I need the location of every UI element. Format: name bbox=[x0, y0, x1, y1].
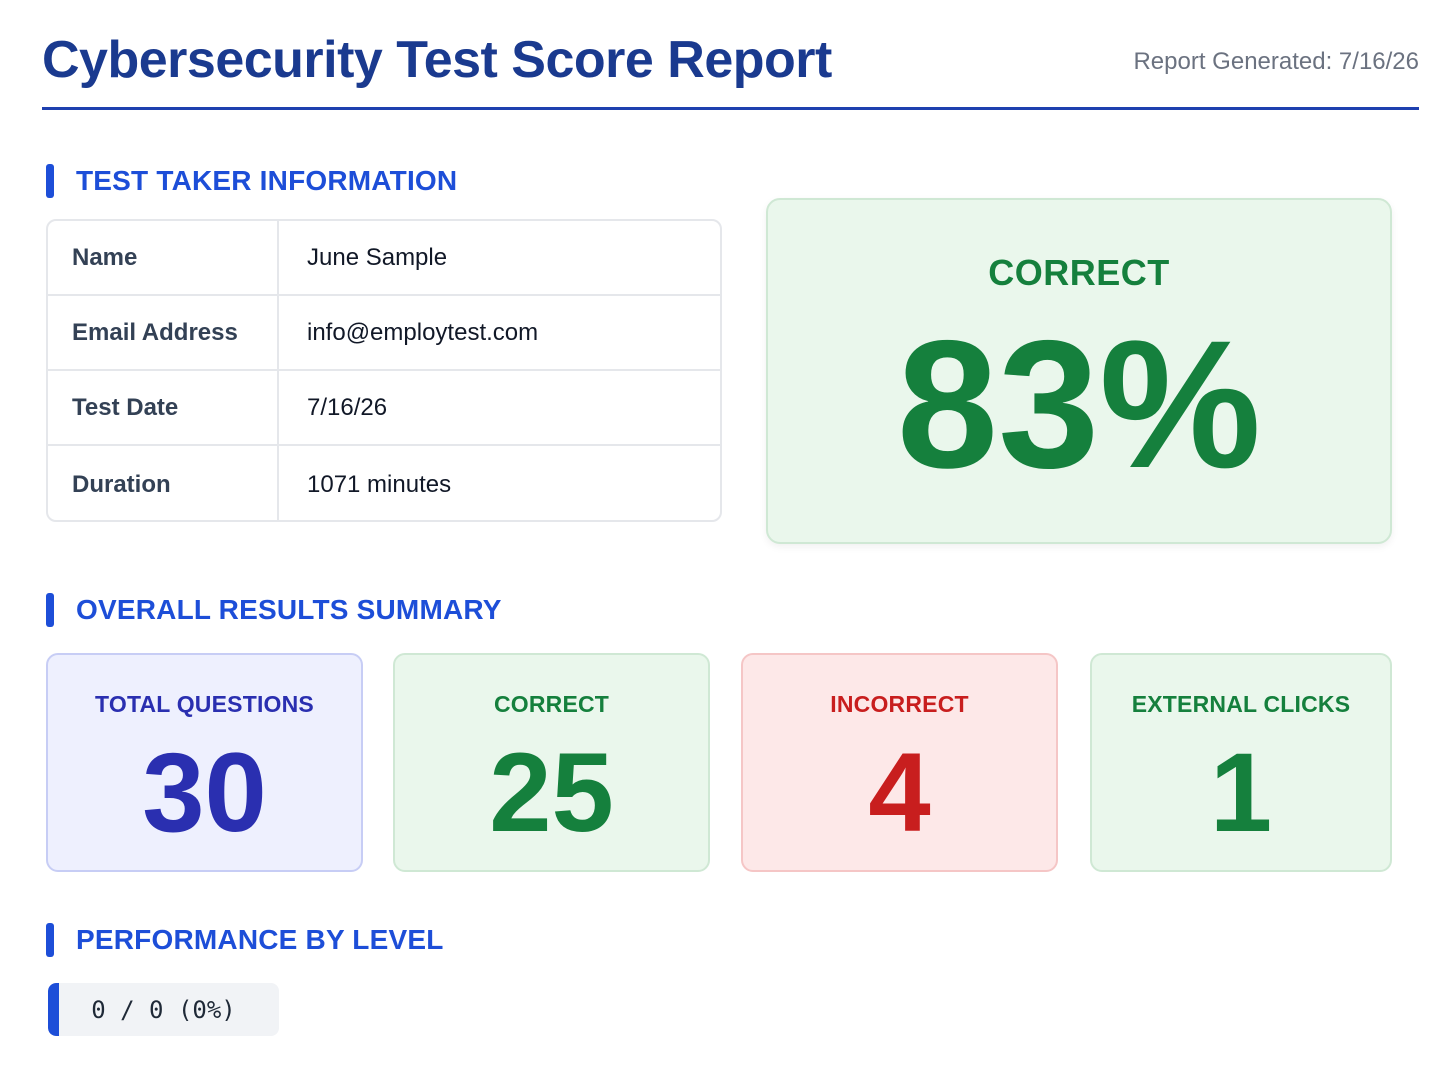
score-label: CORRECT bbox=[988, 252, 1170, 293]
stat-label-external-clicks: EXTERNAL CLICKS bbox=[1131, 691, 1351, 717]
score-percentage: 83% bbox=[896, 302, 1262, 506]
section-heading-performance: PERFORMANCE BY LEVEL bbox=[46, 923, 444, 957]
row-label-test-date: Test Date bbox=[48, 371, 279, 444]
section-accent-bar bbox=[46, 164, 54, 198]
row-label-email: Email Address bbox=[48, 296, 279, 369]
stat-card-external-clicks: EXTERNAL CLICKS 1 bbox=[1090, 653, 1392, 872]
section-title-overall: OVERALL RESULTS SUMMARY bbox=[76, 594, 502, 625]
stat-value-incorrect: 4 bbox=[868, 730, 931, 855]
stat-card-correct: CORRECT 25 bbox=[393, 653, 710, 872]
stat-label-correct: CORRECT bbox=[493, 691, 610, 717]
stat-card-incorrect: INCORRECT 4 bbox=[741, 653, 1058, 872]
section-accent-bar bbox=[46, 923, 54, 957]
row-value-test-date: 7/16/26 bbox=[307, 393, 388, 421]
level-accent-bar bbox=[48, 983, 59, 1036]
stat-label-incorrect: INCORRECT bbox=[830, 691, 969, 717]
level-result-text: 0 / 0 (0%) bbox=[91, 995, 236, 1024]
stat-value-total-questions: 30 bbox=[142, 730, 267, 855]
row-label-duration: Duration bbox=[48, 446, 279, 520]
row-value-name: June Sample bbox=[307, 243, 448, 271]
table-row: Email Address info@employtest.com bbox=[48, 296, 720, 371]
stat-value-correct: 25 bbox=[489, 730, 614, 855]
overall-score-card: CORRECT 83% bbox=[766, 198, 1392, 544]
stat-card-total-questions: TOTAL QUESTIONS 30 bbox=[46, 653, 363, 872]
section-heading-overall: OVERALL RESULTS SUMMARY bbox=[46, 593, 502, 627]
row-value-duration: 1071 minutes bbox=[307, 470, 452, 498]
report-generated-date: Report Generated: 7/16/26 bbox=[1133, 48, 1419, 75]
section-heading-test-taker: TEST TAKER INFORMATION bbox=[46, 164, 457, 198]
row-label-name: Name bbox=[48, 221, 279, 294]
table-row: Test Date 7/16/26 bbox=[48, 371, 720, 446]
table-row: Duration 1071 minutes bbox=[48, 446, 720, 520]
test-taker-table: Name June Sample Email Address info@empl… bbox=[46, 219, 722, 522]
stat-value-external-clicks: 1 bbox=[1209, 730, 1273, 855]
section-accent-bar bbox=[46, 593, 54, 627]
section-title-performance: PERFORMANCE BY LEVEL bbox=[76, 924, 444, 955]
report-header: Cybersecurity Test Score Report Report G… bbox=[42, 24, 1419, 110]
section-title-test-taker: TEST TAKER INFORMATION bbox=[76, 165, 458, 196]
table-row: Name June Sample bbox=[48, 221, 720, 296]
stat-label-total-questions: TOTAL QUESTIONS bbox=[95, 691, 314, 717]
page-title: Cybersecurity Test Score Report bbox=[42, 31, 832, 89]
level-result-pill: 0 / 0 (0%) bbox=[48, 983, 279, 1036]
row-value-email: info@employtest.com bbox=[307, 318, 539, 346]
